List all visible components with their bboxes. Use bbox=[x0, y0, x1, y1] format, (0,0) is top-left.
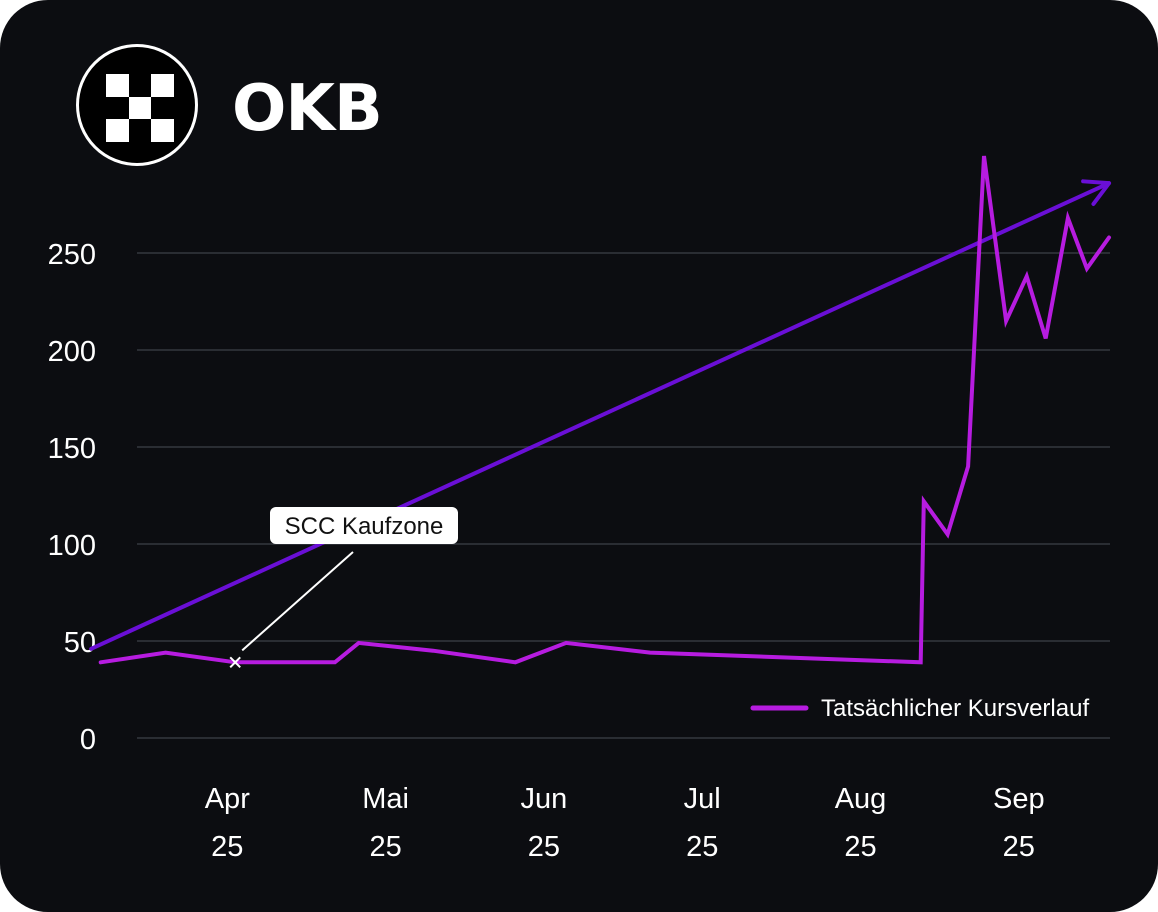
y-axis: 0 50 100 150 200 250 bbox=[48, 239, 96, 756]
x-tick-year-label: 25 bbox=[211, 831, 243, 863]
x-tick-month-label: Mai bbox=[362, 783, 409, 815]
page-title: OKB bbox=[232, 72, 383, 146]
annotation-marker-x bbox=[229, 656, 241, 669]
annotation-label: SCC Kaufzone bbox=[285, 513, 444, 540]
x-tick-month-label: Sep bbox=[993, 783, 1045, 815]
y-tick-label: 50 bbox=[64, 627, 96, 659]
annotations: SCC Kaufzone bbox=[229, 507, 458, 669]
x-axis: Apr 25 Mai 25 Jun 25 Jul 25 Aug 25 Sep 25 bbox=[205, 783, 1045, 863]
x-tick-month-label: Apr bbox=[205, 783, 250, 815]
legend: Tatsächlicher Kursverlauf bbox=[750, 695, 1089, 722]
okb-logo-icon bbox=[76, 44, 198, 166]
trend-arrow bbox=[89, 179, 1112, 651]
x-tick-year-label: 25 bbox=[528, 831, 560, 863]
annotation-box bbox=[270, 507, 458, 544]
x-tick-month-label: Jul bbox=[684, 783, 721, 815]
x-tick-year-label: 25 bbox=[686, 831, 718, 863]
y-tick-label: 150 bbox=[48, 433, 96, 465]
y-tick-label: 250 bbox=[48, 239, 96, 271]
legend-label: Tatsächlicher Kursverlauf bbox=[821, 695, 1089, 722]
y-tick-label: 200 bbox=[48, 336, 96, 368]
x-tick-month-label: Jun bbox=[521, 783, 568, 815]
x-tick-year-label: 25 bbox=[1003, 831, 1035, 863]
y-tick-label: 100 bbox=[48, 530, 96, 562]
trend-arrow-head bbox=[1081, 179, 1112, 206]
y-tick-label: 0 bbox=[80, 724, 96, 756]
x-tick-month-label: Aug bbox=[835, 783, 887, 815]
x-tick-year-label: 25 bbox=[844, 831, 876, 863]
series-lines bbox=[98, 155, 1111, 665]
checker-logo-icon bbox=[106, 74, 174, 142]
trend-line bbox=[89, 181, 1112, 651]
series-line-actual bbox=[98, 155, 1111, 665]
annotation-leader-line bbox=[241, 551, 354, 652]
grid-lines bbox=[137, 252, 1110, 739]
x-tick-year-label: 25 bbox=[369, 831, 401, 863]
